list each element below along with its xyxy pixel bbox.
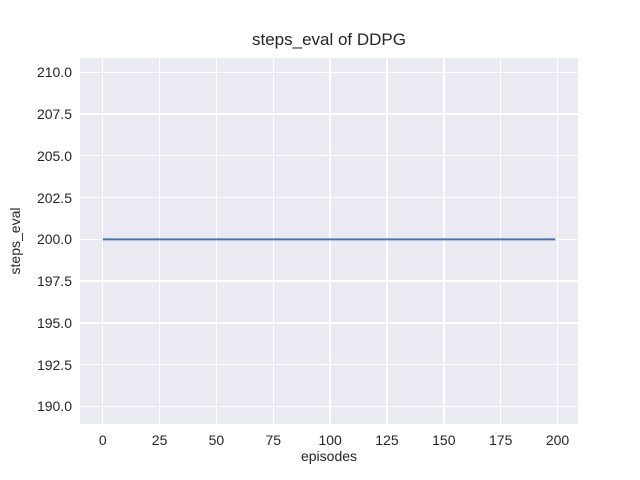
y-axis-label: steps_eval	[7, 207, 23, 275]
x-axis-label: episodes	[300, 448, 358, 464]
y-gridline	[80, 363, 578, 366]
x-gridline	[556, 58, 559, 424]
x-gridline	[499, 58, 502, 424]
x-gridline	[329, 58, 331, 424]
x-tick-label: 150	[432, 432, 456, 448]
y-gridline	[80, 280, 578, 282]
y-gridline	[80, 196, 578, 199]
x-gridline	[443, 58, 445, 424]
y-tick-label: 207.5	[36, 105, 72, 122]
x-gridline	[102, 58, 104, 424]
x-tick-label: 100	[318, 432, 342, 448]
x-tick-label: 50	[208, 432, 225, 448]
x-gridline	[158, 58, 161, 424]
data-line-layer	[102, 238, 556, 241]
y-gridline	[80, 71, 578, 73]
y-tick-label: 190.0	[36, 398, 72, 415]
y-tick-label: 210.0	[36, 64, 72, 81]
y-gridline	[80, 113, 578, 115]
y-tick-label: 202.5	[36, 189, 72, 206]
x-gridline	[386, 58, 388, 424]
y-tick-label: 197.5	[36, 273, 72, 290]
x-tick-label: 25	[151, 432, 168, 448]
y-gridline	[80, 322, 578, 324]
y-tick-label: 205.0	[36, 147, 72, 164]
chart-title: steps_eval of DDPG	[251, 30, 406, 49]
y-tick-label: 192.5	[36, 356, 72, 373]
x-tick-label: 200	[545, 432, 570, 448]
x-tick-label: 175	[488, 432, 513, 448]
y-tick-label: 200.0	[36, 231, 72, 248]
x-tick-label: 125	[375, 432, 399, 448]
plot-area: 0 25 50 75 100 125 150 175 200 190.0 192.5 195.0 197…	[37, 58, 578, 448]
y-gridline	[80, 405, 578, 408]
y-gridline	[80, 155, 578, 157]
x-tick-label: 75	[265, 432, 282, 448]
y-tick-label: 195.0	[36, 314, 72, 331]
x-gridline	[272, 58, 274, 424]
x-gridline	[215, 58, 218, 424]
x-tick-label: 0	[98, 432, 107, 448]
